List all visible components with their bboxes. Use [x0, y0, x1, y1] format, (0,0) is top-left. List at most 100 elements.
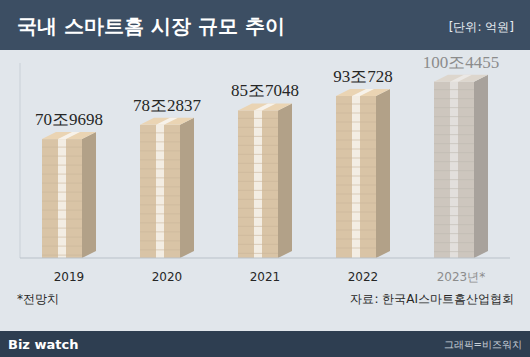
- bar: [42, 139, 82, 258]
- bar-texture: [336, 167, 376, 168]
- data-label: 100조4455: [423, 53, 500, 72]
- bar-texture: [42, 228, 82, 229]
- bar: [336, 96, 376, 258]
- bar-texture: [336, 212, 376, 213]
- bar-band: [58, 139, 66, 258]
- bar-texture: [336, 122, 376, 123]
- bar-side: [82, 132, 96, 258]
- bar: [140, 125, 180, 258]
- bar-texture: [336, 248, 376, 249]
- title: 국내 스마트홈 시장 규모 추이: [17, 14, 285, 38]
- bar-texture: [434, 197, 474, 198]
- baseline: [20, 258, 510, 259]
- bar-texture: [434, 98, 474, 99]
- bar-texture: [434, 152, 474, 153]
- bar-texture: [238, 217, 278, 218]
- bar-texture: [434, 125, 474, 126]
- bar-side: [180, 118, 194, 258]
- bar-texture: [140, 168, 180, 169]
- bar-texture: [434, 188, 474, 189]
- bar-texture: [42, 147, 82, 148]
- bar-band-top: [352, 89, 374, 96]
- bar-texture: [238, 145, 278, 146]
- bar-texture: [140, 240, 180, 241]
- bar-top: [336, 89, 390, 96]
- data-label: 93조728: [333, 67, 393, 86]
- x-tick-label: 2023년*: [437, 270, 486, 284]
- bar-texture: [434, 116, 474, 117]
- bar-texture: [238, 127, 278, 128]
- bar-band-top: [58, 132, 80, 139]
- bars: [42, 75, 488, 258]
- bar-texture: [42, 183, 82, 184]
- bar-band-top: [254, 103, 276, 110]
- bar-texture: [434, 134, 474, 135]
- bar-texture: [434, 161, 474, 162]
- bar: [434, 82, 474, 258]
- bar-texture: [238, 235, 278, 236]
- bar-texture: [140, 249, 180, 250]
- bar-texture: [42, 165, 82, 166]
- bar-texture: [140, 204, 180, 205]
- y-axis-line: [20, 63, 21, 258]
- bar-band: [254, 110, 262, 258]
- bar-texture: [42, 192, 82, 193]
- bar-texture: [238, 154, 278, 155]
- plot-panel: [0, 50, 530, 331]
- data-label: 78조2837: [133, 96, 202, 115]
- subtitle: [단위: 억원]: [449, 20, 514, 34]
- bar-texture: [336, 239, 376, 240]
- bar-band: [450, 82, 458, 258]
- footer-band: [0, 331, 530, 357]
- bar-texture: [336, 230, 376, 231]
- bar-texture: [238, 208, 278, 209]
- bar-texture: [238, 181, 278, 182]
- bar-band: [156, 125, 164, 258]
- bar-texture: [238, 172, 278, 173]
- bar-texture: [238, 136, 278, 137]
- bar-texture: [140, 186, 180, 187]
- bar-texture: [140, 132, 180, 133]
- bar-texture: [434, 242, 474, 243]
- bar-side: [474, 75, 488, 258]
- bar-texture: [336, 131, 376, 132]
- bar-texture: [434, 179, 474, 180]
- bar-texture: [336, 113, 376, 114]
- bar-texture: [434, 224, 474, 225]
- bar-texture: [42, 156, 82, 157]
- bar-texture: [140, 231, 180, 232]
- bar-texture: [434, 170, 474, 171]
- bar-texture: [238, 226, 278, 227]
- bar-texture: [140, 177, 180, 178]
- data-label: 85조7048: [231, 81, 299, 100]
- x-tick-label: 2022: [348, 270, 379, 284]
- bar-texture: [140, 213, 180, 214]
- bar-texture: [238, 163, 278, 164]
- bar-top: [42, 132, 96, 139]
- bar-side: [376, 89, 390, 258]
- bar-texture: [238, 253, 278, 254]
- footnote: *전망치: [17, 292, 59, 306]
- bar-texture: [140, 195, 180, 196]
- bar-texture: [42, 174, 82, 175]
- bar-texture: [42, 219, 82, 220]
- credit: 그래픽=비즈워치: [444, 339, 522, 350]
- labels: 70조9698201978조2837202085조7048202193조7282…: [35, 53, 499, 284]
- background: [0, 0, 530, 357]
- data-label: 70조9698: [35, 110, 103, 129]
- bar-texture: [238, 199, 278, 200]
- bar-texture: [336, 221, 376, 222]
- bar: [238, 110, 278, 258]
- bar-texture: [434, 215, 474, 216]
- bar-band: [352, 96, 360, 258]
- bar-texture: [140, 222, 180, 223]
- bar-texture: [42, 210, 82, 211]
- bar-texture: [434, 89, 474, 90]
- bar-texture: [336, 194, 376, 195]
- bar-texture: [238, 190, 278, 191]
- bar-texture: [140, 141, 180, 142]
- bar-texture: [434, 143, 474, 144]
- bar-texture: [42, 201, 82, 202]
- x-tick-label: 2021: [250, 270, 281, 284]
- bar-texture: [238, 244, 278, 245]
